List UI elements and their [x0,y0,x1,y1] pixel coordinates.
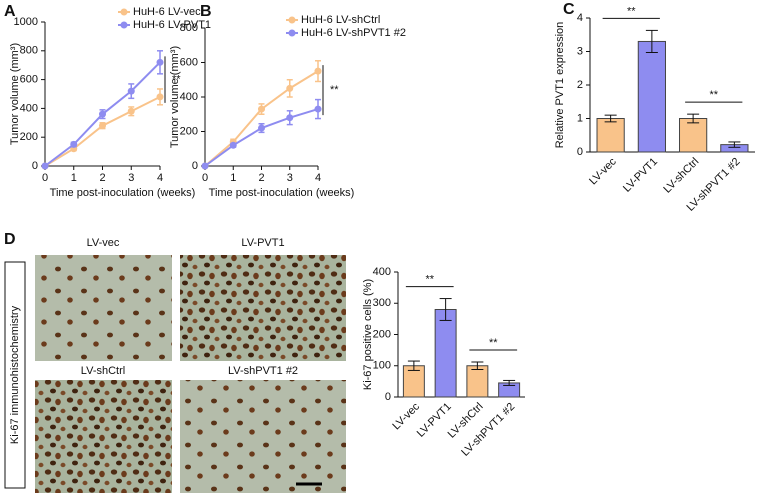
legend-marker [120,21,128,29]
y-tick-label: 200 [373,328,391,340]
bar [596,118,625,153]
marker [99,110,106,118]
x-tick-label: 1 [230,172,236,184]
bar [679,118,708,153]
y-tick-label: 800 [20,45,38,57]
image-label: LV-shCtrl [81,365,125,377]
x-tick-label: 1 [71,172,77,184]
y-tick-label: 300 [373,297,391,309]
y-axis-label: Tumor volume (mm³) [169,46,181,148]
series-line [204,108,319,167]
x-axis-label: Time post-inoculation (weeks) [209,187,355,199]
y-tick-label: 600 [20,74,38,86]
marker [314,67,322,75]
panel-label: D [4,231,16,248]
marker [127,107,135,115]
ihc-image [35,380,172,493]
x-tick-label: 3 [287,172,293,184]
y-tick-label: 200 [180,125,198,137]
legend-label: HuH-6 LV-shCtrl [301,14,380,26]
legend-marker [288,16,296,24]
x-axis-label: Time post-inoculation (weeks) [50,187,196,199]
x-tick-label: LV-PVT1 [621,156,660,195]
y-tick-label: 100 [373,360,391,372]
significance-label: ** [425,273,434,285]
image-label: LV-vec [87,237,120,249]
legend-marker [120,8,128,16]
marker [201,162,209,170]
image-label: LV-PVT1 [241,237,284,249]
y-tick-label: 4 [577,12,583,24]
x-tick-label: 0 [202,172,208,184]
y-tick-label: 400 [180,91,198,103]
y-axis-label: Ki-67 positive cells (%) [362,279,374,390]
y-axis-label: Relative PVT1 expression [554,22,566,149]
x-tick-label: 3 [128,172,134,184]
x-tick-label: 4 [157,172,163,184]
panel-label: B [200,3,212,20]
side-label: Ki-67 immunohistochemistry [9,305,21,444]
x-tick-label: 0 [42,172,48,184]
marker [156,93,164,101]
x-tick-label: 2 [99,172,105,184]
series-line [204,70,319,167]
marker [41,162,49,170]
y-axis-label: Tumor volume (mm³) [9,43,21,145]
ihc-image [180,255,346,361]
marker [127,87,135,95]
y-tick-label: 1000 [14,16,38,28]
y-tick-label: 400 [373,266,391,278]
bar [466,365,489,398]
panel-label: A [4,3,16,20]
marker [70,140,78,148]
significance-label: ** [172,74,181,86]
y-tick-label: 800 [180,22,198,34]
x-tick-label: LV-shCtrl [661,156,701,196]
marker [156,58,164,66]
y-tick-label: 0 [385,391,391,403]
y-tick-label: 0 [192,160,198,172]
y-tick-label: 1 [577,112,583,124]
y-tick-label: 400 [20,102,38,114]
significance-label: ** [489,337,498,349]
legend-label: HuH-6 LV-vec [133,6,201,18]
y-tick-label: 3 [577,45,583,57]
side-label-box [4,261,26,489]
legend-label: HuH-6 LV-shPVT1 #2 [301,27,406,39]
bar [434,309,457,398]
x-tick-label: 4 [315,172,321,184]
significance-label: ** [709,89,718,101]
marker [258,105,265,113]
ihc-image [35,255,172,361]
series-line [44,95,161,167]
legend-label: HuH-6 LV-PVT1 [133,19,211,31]
legend-marker [288,29,296,37]
marker [258,124,265,132]
marker [286,84,294,92]
bar [637,40,666,153]
ihc-image [180,380,346,493]
x-tick-label: LV-vec [587,155,619,187]
y-tick-label: 200 [20,131,38,143]
marker [314,105,322,113]
marker [229,141,237,149]
y-tick-label: 600 [180,56,198,68]
marker [286,114,294,122]
image-label: LV-shPVT1 #2 [228,365,298,377]
significance-label: ** [330,84,339,96]
significance-label: ** [627,5,636,17]
x-tick-label: 2 [258,172,264,184]
y-tick-label: 2 [577,79,583,91]
y-tick-label: 0 [577,146,583,158]
marker [99,122,106,130]
y-tick-label: 0 [32,160,38,172]
panel-label: C [563,1,575,18]
